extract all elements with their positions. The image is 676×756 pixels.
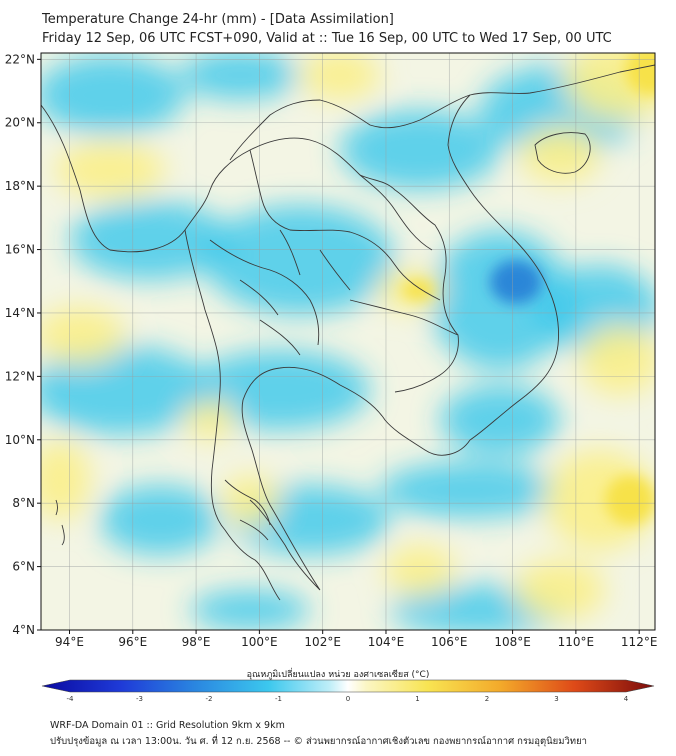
colorbar-ticks: -4 -3 -2 -1 0 1 2 3 4 [67, 695, 629, 703]
colorbar-tick-label: 4 [624, 695, 629, 703]
colorbar-tick-label: -1 [275, 695, 282, 703]
strong-anomaly-cores [402, 53, 655, 525]
lon-label: 112°E [621, 635, 658, 649]
lon-label: 100°E [241, 635, 278, 649]
colorbar-tick-label: 2 [485, 695, 489, 703]
border-yunnan [229, 94, 471, 161]
lat-label: 22°N [5, 52, 35, 66]
border-laos-vietnam [359, 174, 459, 336]
map-field [41, 53, 655, 630]
country-borders [41, 64, 655, 601]
graticule [41, 53, 655, 630]
border-malay-peninsula [224, 479, 271, 541]
lat-label: 16°N [5, 243, 35, 257]
map-frame [40, 52, 656, 631]
lat-label: 10°N [5, 433, 35, 447]
colorbar-gradient [41, 679, 655, 693]
border-thailand-laos [249, 149, 441, 301]
lat-label: 4°N [12, 623, 35, 637]
lon-label: 96°E [118, 635, 147, 649]
map-subtitle: Friday 12 Sep, 06 UTC FCST+090, Valid at… [42, 31, 612, 46]
lon-label: 106°E [431, 635, 468, 649]
lat-label: 14°N [5, 306, 35, 320]
colorbar-tick-label: 3 [554, 695, 558, 703]
lat-label: 6°N [12, 560, 35, 574]
lat-label: 12°N [5, 369, 35, 383]
footer-domain-info: WRF-DA Domain 01 :: Grid Resolution 9km … [50, 720, 285, 731]
colorbar-label: อุณหภูมิเปลี่ยนแปลง หน่วย องศาเซลเซียส (… [246, 670, 430, 680]
coastline-mainland [41, 64, 655, 601]
lon-label: 110°E [558, 635, 595, 649]
colorbar-tick-label: 0 [346, 695, 350, 703]
lat-label: 18°N [5, 179, 35, 193]
border-cambodia [349, 299, 459, 393]
lon-label: 108°E [494, 635, 531, 649]
andaman-islands [55, 499, 65, 546]
lat-label: 20°N [5, 116, 35, 130]
temperature-change-map: 22°N 20°N 18°N 16°N 14°N 12°N 10°N 8°N 6°N 4°N 94… [5, 52, 658, 649]
colorbar-tick-label: -3 [136, 695, 143, 703]
border-thai-provinces [209, 229, 351, 356]
colorbar-tick-label: 1 [415, 695, 419, 703]
colorbar-tick-label: -4 [67, 695, 75, 703]
lon-label: 104°E [368, 635, 405, 649]
lon-label: 102°E [304, 635, 341, 649]
lon-label: 94°E [55, 635, 84, 649]
map-title: Temperature Change 24-hr (mm) - [Data As… [42, 12, 394, 27]
border-myanmar-thailand [184, 137, 433, 251]
footer-update-info: ปรับปรุงข้อมูล ณ เวลา 13:00น. วัน ศ. ที่… [50, 736, 587, 747]
lon-label: 98°E [182, 635, 211, 649]
lat-label: 8°N [12, 496, 35, 510]
latitude-axis: 22°N 20°N 18°N 16°N 14°N 12°N 10°N 8°N 6°N 4°N [5, 52, 41, 637]
colorbar-tick-label: -2 [206, 695, 213, 703]
hainan-island [534, 132, 591, 174]
longitude-axis: 94°E 96°E 98°E 100°E 102°E 104°E 106°E 108°E 110… [55, 630, 657, 649]
